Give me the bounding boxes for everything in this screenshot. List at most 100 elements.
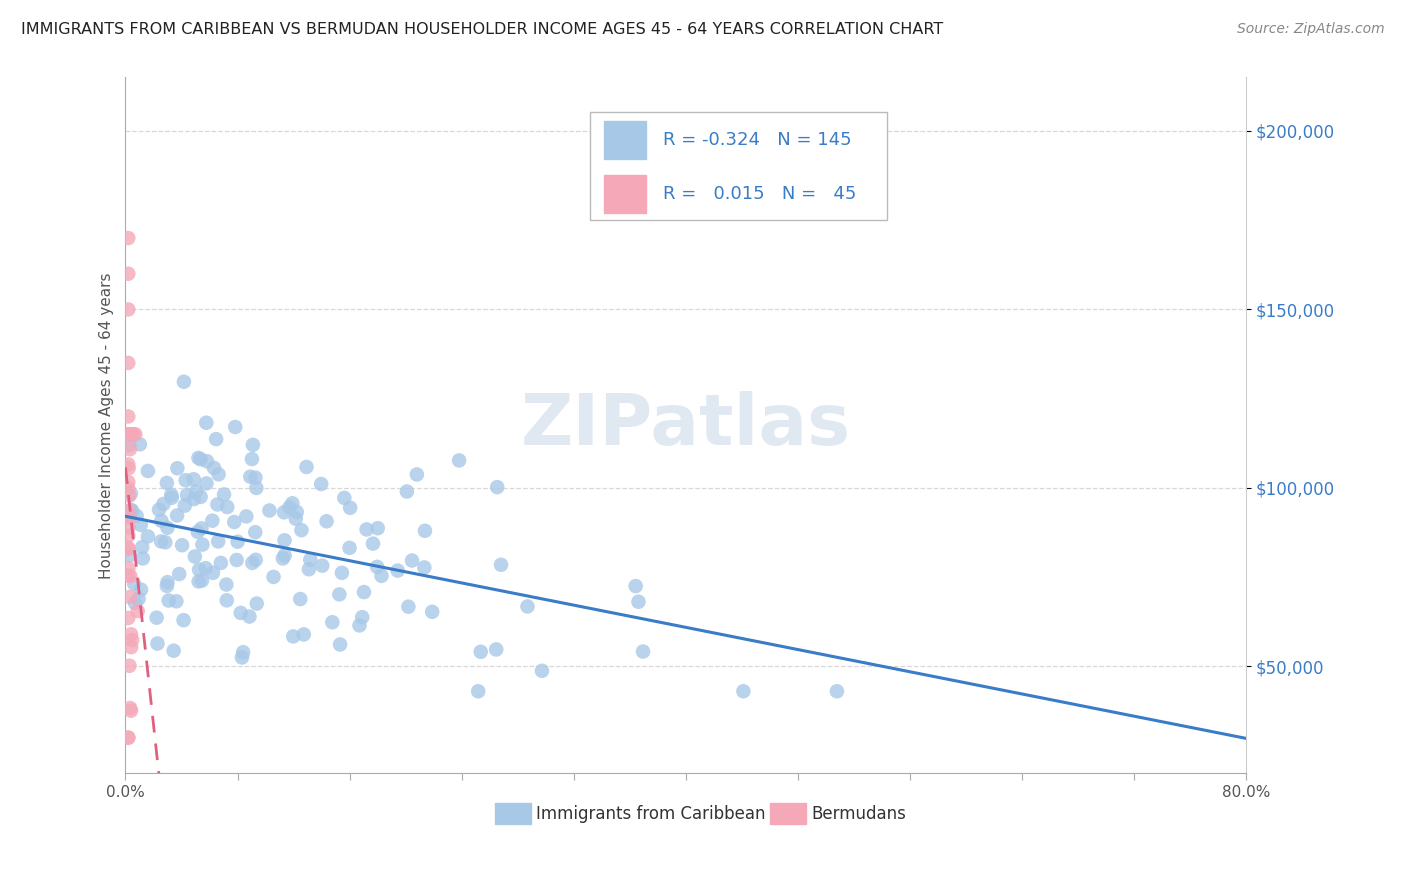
Point <box>117 356 139 370</box>
Point <box>290 523 312 537</box>
Point <box>273 549 295 563</box>
Point <box>129 517 152 532</box>
Point <box>321 615 343 630</box>
Point <box>117 302 139 317</box>
Point <box>184 549 207 564</box>
Point <box>120 569 142 583</box>
Point <box>117 731 139 745</box>
Point <box>165 594 187 608</box>
Point <box>349 618 371 632</box>
Point <box>187 574 209 589</box>
Point <box>202 461 225 475</box>
Point <box>352 610 374 624</box>
Point <box>295 459 318 474</box>
Point <box>284 511 307 525</box>
Point <box>333 491 356 505</box>
Point <box>238 609 260 624</box>
Point <box>240 452 263 467</box>
Point <box>120 640 142 655</box>
Point <box>212 487 235 501</box>
Point <box>173 375 195 389</box>
Point <box>118 427 141 442</box>
Point <box>361 536 384 550</box>
Point <box>117 458 139 472</box>
Point <box>124 427 146 442</box>
Point <box>122 576 145 591</box>
Point <box>156 575 179 590</box>
Point <box>278 500 301 515</box>
Point <box>156 579 179 593</box>
Point <box>166 508 188 523</box>
Point <box>209 556 232 570</box>
Point <box>117 541 139 555</box>
Point <box>470 645 492 659</box>
Point <box>631 644 654 658</box>
Point <box>339 541 361 555</box>
Point <box>117 409 139 424</box>
Text: Immigrants from Caribbean: Immigrants from Caribbean <box>536 805 765 822</box>
Point <box>231 650 253 665</box>
Point <box>125 508 148 523</box>
Point <box>186 484 208 499</box>
Point <box>205 432 228 446</box>
Point <box>120 427 142 442</box>
Point <box>224 515 246 529</box>
Point <box>195 454 218 468</box>
Point <box>245 481 267 495</box>
FancyBboxPatch shape <box>769 804 806 824</box>
Point <box>191 574 214 588</box>
Point <box>173 613 195 627</box>
Point <box>467 684 489 698</box>
Point <box>309 477 332 491</box>
Point <box>187 524 209 539</box>
Point <box>117 231 139 245</box>
FancyBboxPatch shape <box>495 804 531 824</box>
Point <box>121 427 143 442</box>
Point <box>245 471 267 485</box>
Point <box>117 427 139 442</box>
Point <box>356 523 378 537</box>
Point <box>187 450 209 465</box>
Point <box>136 529 159 543</box>
Text: IMMIGRANTS FROM CARIBBEAN VS BERMUDAN HOUSEHOLDER INCOME AGES 45 - 64 YEARS CORR: IMMIGRANTS FROM CARIBBEAN VS BERMUDAN HO… <box>21 22 943 37</box>
Point <box>160 491 183 505</box>
Point <box>486 480 509 494</box>
Point <box>117 561 139 575</box>
Text: R =   0.015   N =   45: R = 0.015 N = 45 <box>664 185 856 203</box>
Point <box>226 534 249 549</box>
Point <box>239 469 262 483</box>
Point <box>245 525 267 540</box>
Point <box>207 534 229 549</box>
Point <box>259 503 281 517</box>
Point <box>370 569 392 583</box>
Point <box>339 500 361 515</box>
Point <box>298 562 321 576</box>
Point <box>190 490 212 504</box>
Point <box>117 427 139 442</box>
Point <box>146 636 169 650</box>
Point <box>330 566 353 580</box>
Point <box>117 427 139 442</box>
Point <box>118 427 141 442</box>
Point <box>215 577 238 591</box>
Point <box>246 597 269 611</box>
Point <box>420 605 443 619</box>
Point <box>122 427 145 442</box>
Point <box>299 553 322 567</box>
Point <box>120 701 142 715</box>
Point <box>124 596 146 610</box>
Point <box>207 467 229 482</box>
Point <box>118 658 141 673</box>
Point <box>413 560 436 574</box>
Point <box>225 553 247 567</box>
Point <box>825 684 848 698</box>
Point <box>117 528 139 542</box>
Point <box>229 606 252 620</box>
Point <box>242 438 264 452</box>
FancyBboxPatch shape <box>605 120 647 159</box>
Point <box>160 488 183 502</box>
Point <box>150 514 173 528</box>
Point <box>413 524 436 538</box>
Point <box>145 610 167 624</box>
Point <box>263 570 285 584</box>
